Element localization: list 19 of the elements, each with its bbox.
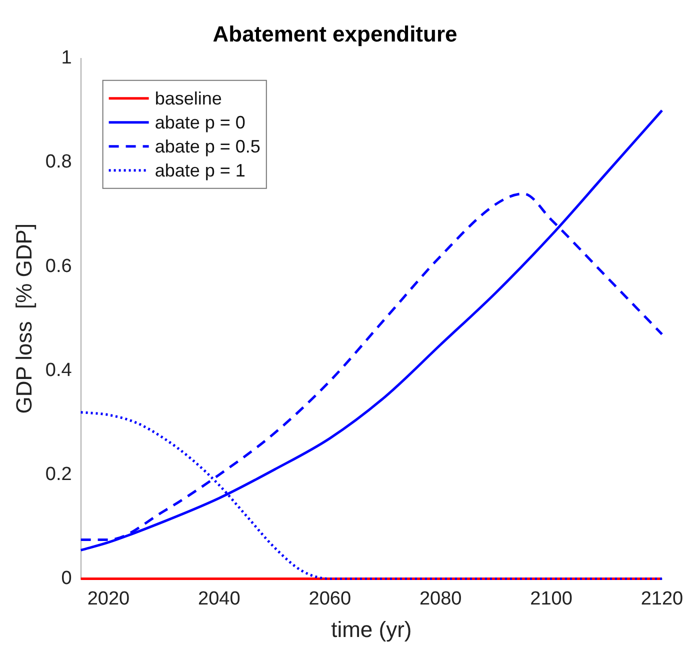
x-tick-label: 2020 xyxy=(87,588,130,610)
x-tick-label: 2120 xyxy=(640,588,684,610)
x-tick-label: 2060 xyxy=(308,588,352,610)
y-tick-label: 0.6 xyxy=(45,256,72,277)
legend-label: abate p = 0.5 xyxy=(154,136,260,156)
x-axis-title: time (yr) xyxy=(331,616,412,642)
y-tick-label: 1 xyxy=(61,48,72,69)
y-axis-title: GDP loss [% GDP] xyxy=(11,223,36,414)
y-tick-label: 0 xyxy=(61,568,72,590)
y-tick-label: 0.4 xyxy=(45,360,72,381)
y-tick-label: 0.2 xyxy=(45,464,72,485)
legend-label: abate p = 0 xyxy=(154,112,246,132)
y-tick-label: 0.8 xyxy=(45,152,72,173)
x-tick-label: 2080 xyxy=(419,588,462,610)
legend-label: abate p = 1 xyxy=(154,160,246,180)
chart-title: Abatement expenditure xyxy=(212,21,458,46)
legend-label: baseline xyxy=(154,88,222,108)
x-tick-label: 2100 xyxy=(530,588,572,610)
x-tick-label: 2040 xyxy=(198,588,240,610)
